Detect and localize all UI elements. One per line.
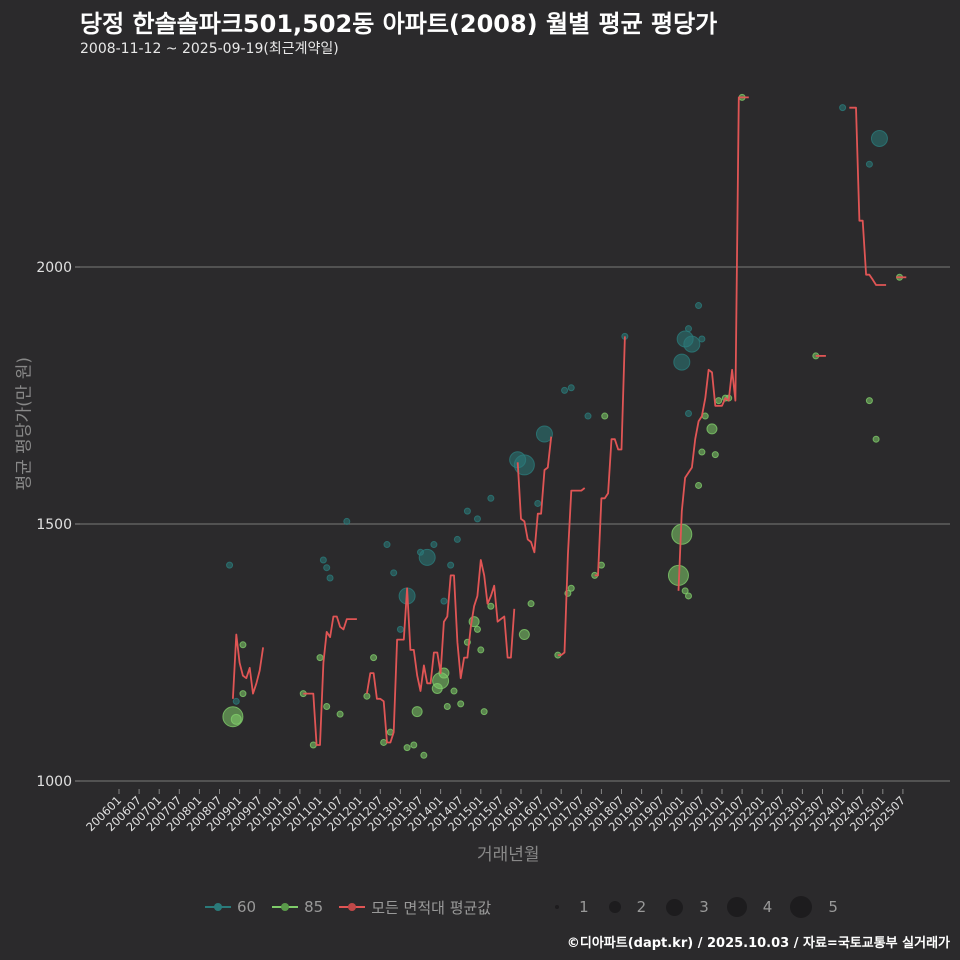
data-point-85 bbox=[420, 751, 428, 759]
legend-85-label: 85 bbox=[304, 898, 324, 916]
size-5-dot bbox=[790, 896, 813, 918]
size-1-dot bbox=[555, 905, 560, 909]
legend-avg-label: 모든 면적대 평균값 bbox=[371, 898, 492, 917]
data-point-85 bbox=[685, 592, 692, 600]
source-credit: ©디아파트(dapt.kr) / 2025.10.03 / 자료=국토교통부 실… bbox=[566, 936, 950, 951]
y-tick-label: 2000 bbox=[36, 260, 72, 276]
legend: 60 85 모든 면적대 평균값 1 2 3 4 5 bbox=[205, 896, 838, 918]
data-point-85 bbox=[230, 713, 242, 725]
data-point-60 bbox=[383, 541, 391, 549]
data-point-60 bbox=[698, 335, 706, 343]
average-price-line bbox=[849, 106, 887, 286]
average-price-line bbox=[232, 633, 264, 699]
data-point-85 bbox=[715, 397, 723, 405]
legend-60-label: 60 bbox=[237, 898, 257, 916]
data-point-85 bbox=[681, 587, 689, 595]
data-point-60 bbox=[396, 625, 404, 633]
data-point-60 bbox=[870, 130, 888, 147]
data-point-60 bbox=[326, 574, 334, 582]
data-point-85 bbox=[403, 744, 411, 752]
data-point-85 bbox=[316, 654, 324, 662]
chart-subtitle: 2008-11-12 ~ 2025-09-19(최근계약일) bbox=[80, 41, 339, 57]
data-point-85 bbox=[443, 702, 451, 710]
data-point-85 bbox=[527, 600, 535, 608]
data-point-85 bbox=[370, 654, 378, 662]
data-point-85 bbox=[711, 451, 719, 459]
data-point-60 bbox=[487, 494, 495, 502]
data-point-85 bbox=[450, 687, 458, 695]
size-1-label: 1 bbox=[579, 898, 589, 916]
data-point-85 bbox=[477, 646, 485, 654]
data-point-85 bbox=[239, 641, 247, 649]
data-point-60 bbox=[323, 564, 331, 572]
size-2-dot bbox=[608, 901, 621, 913]
data-point-85 bbox=[309, 741, 317, 749]
average-price-line bbox=[594, 336, 626, 577]
data-point-85 bbox=[380, 738, 388, 746]
data-point-60 bbox=[567, 384, 575, 392]
data-point-60 bbox=[343, 517, 351, 525]
data-point-60 bbox=[453, 535, 461, 543]
data-point-60 bbox=[561, 386, 569, 394]
data-point-85 bbox=[567, 584, 575, 592]
y-tick-label: 1500 bbox=[36, 517, 72, 533]
data-point-85 bbox=[480, 708, 488, 716]
size-3-dot bbox=[666, 898, 684, 916]
chart-title: 당정 한솔솔파크501,502동 아파트(2008) 월별 평균 평당가 bbox=[80, 10, 718, 38]
data-point-60 bbox=[534, 499, 542, 507]
size-4-label: 4 bbox=[762, 898, 773, 916]
data-point-85 bbox=[410, 741, 418, 749]
data-point-60 bbox=[447, 561, 455, 569]
data-point-60 bbox=[685, 409, 692, 417]
average-price-line bbox=[366, 559, 516, 744]
data-point-60 bbox=[418, 548, 436, 566]
data-point-60 bbox=[440, 597, 448, 605]
data-point-85 bbox=[698, 448, 706, 456]
data-point-85 bbox=[872, 435, 880, 443]
size-4-dot bbox=[726, 897, 747, 917]
data-point-85 bbox=[336, 710, 344, 718]
data-point-85 bbox=[323, 702, 331, 710]
data-point-60 bbox=[319, 556, 327, 564]
data-point-85 bbox=[411, 706, 423, 718]
size-3-label: 3 bbox=[699, 898, 709, 916]
data-point-60 bbox=[232, 697, 240, 705]
data-point-60 bbox=[535, 425, 553, 443]
average-price-line bbox=[516, 436, 553, 554]
x-axis-label: 거래년월 bbox=[477, 845, 540, 865]
data-point-85 bbox=[706, 423, 718, 435]
y-tick-label: 1000 bbox=[36, 774, 72, 790]
data-point-60 bbox=[695, 302, 703, 310]
size-2-label: 2 bbox=[636, 898, 647, 916]
data-point-85 bbox=[363, 692, 371, 700]
average-price-line bbox=[677, 96, 749, 591]
data-point-60 bbox=[226, 561, 234, 569]
data-point-60 bbox=[513, 454, 535, 476]
data-point-85 bbox=[473, 625, 481, 633]
data-point-85 bbox=[518, 629, 530, 641]
average-price-line bbox=[303, 615, 357, 746]
data-point-85 bbox=[487, 602, 495, 610]
data-point-85 bbox=[239, 690, 247, 698]
size-5-label: 5 bbox=[828, 898, 838, 916]
data-point-60 bbox=[865, 160, 873, 168]
data-point-85 bbox=[601, 412, 609, 420]
data-point-60 bbox=[390, 569, 398, 577]
data-point-85 bbox=[695, 481, 703, 489]
data-point-60 bbox=[839, 104, 847, 112]
legend-avg-swatch bbox=[339, 903, 366, 911]
data-point-60 bbox=[673, 353, 691, 371]
data-point-60 bbox=[473, 515, 481, 523]
legend-60-swatch bbox=[205, 903, 231, 911]
data-point-85 bbox=[457, 700, 465, 708]
data-point-60 bbox=[584, 412, 592, 420]
data-point-60 bbox=[685, 325, 692, 333]
data-point-85 bbox=[865, 397, 873, 405]
data-point-60 bbox=[463, 507, 471, 515]
legend-85-swatch bbox=[272, 903, 299, 911]
data-point-60 bbox=[683, 335, 701, 353]
data-point-60 bbox=[430, 541, 438, 549]
average-price-line bbox=[557, 487, 586, 656]
